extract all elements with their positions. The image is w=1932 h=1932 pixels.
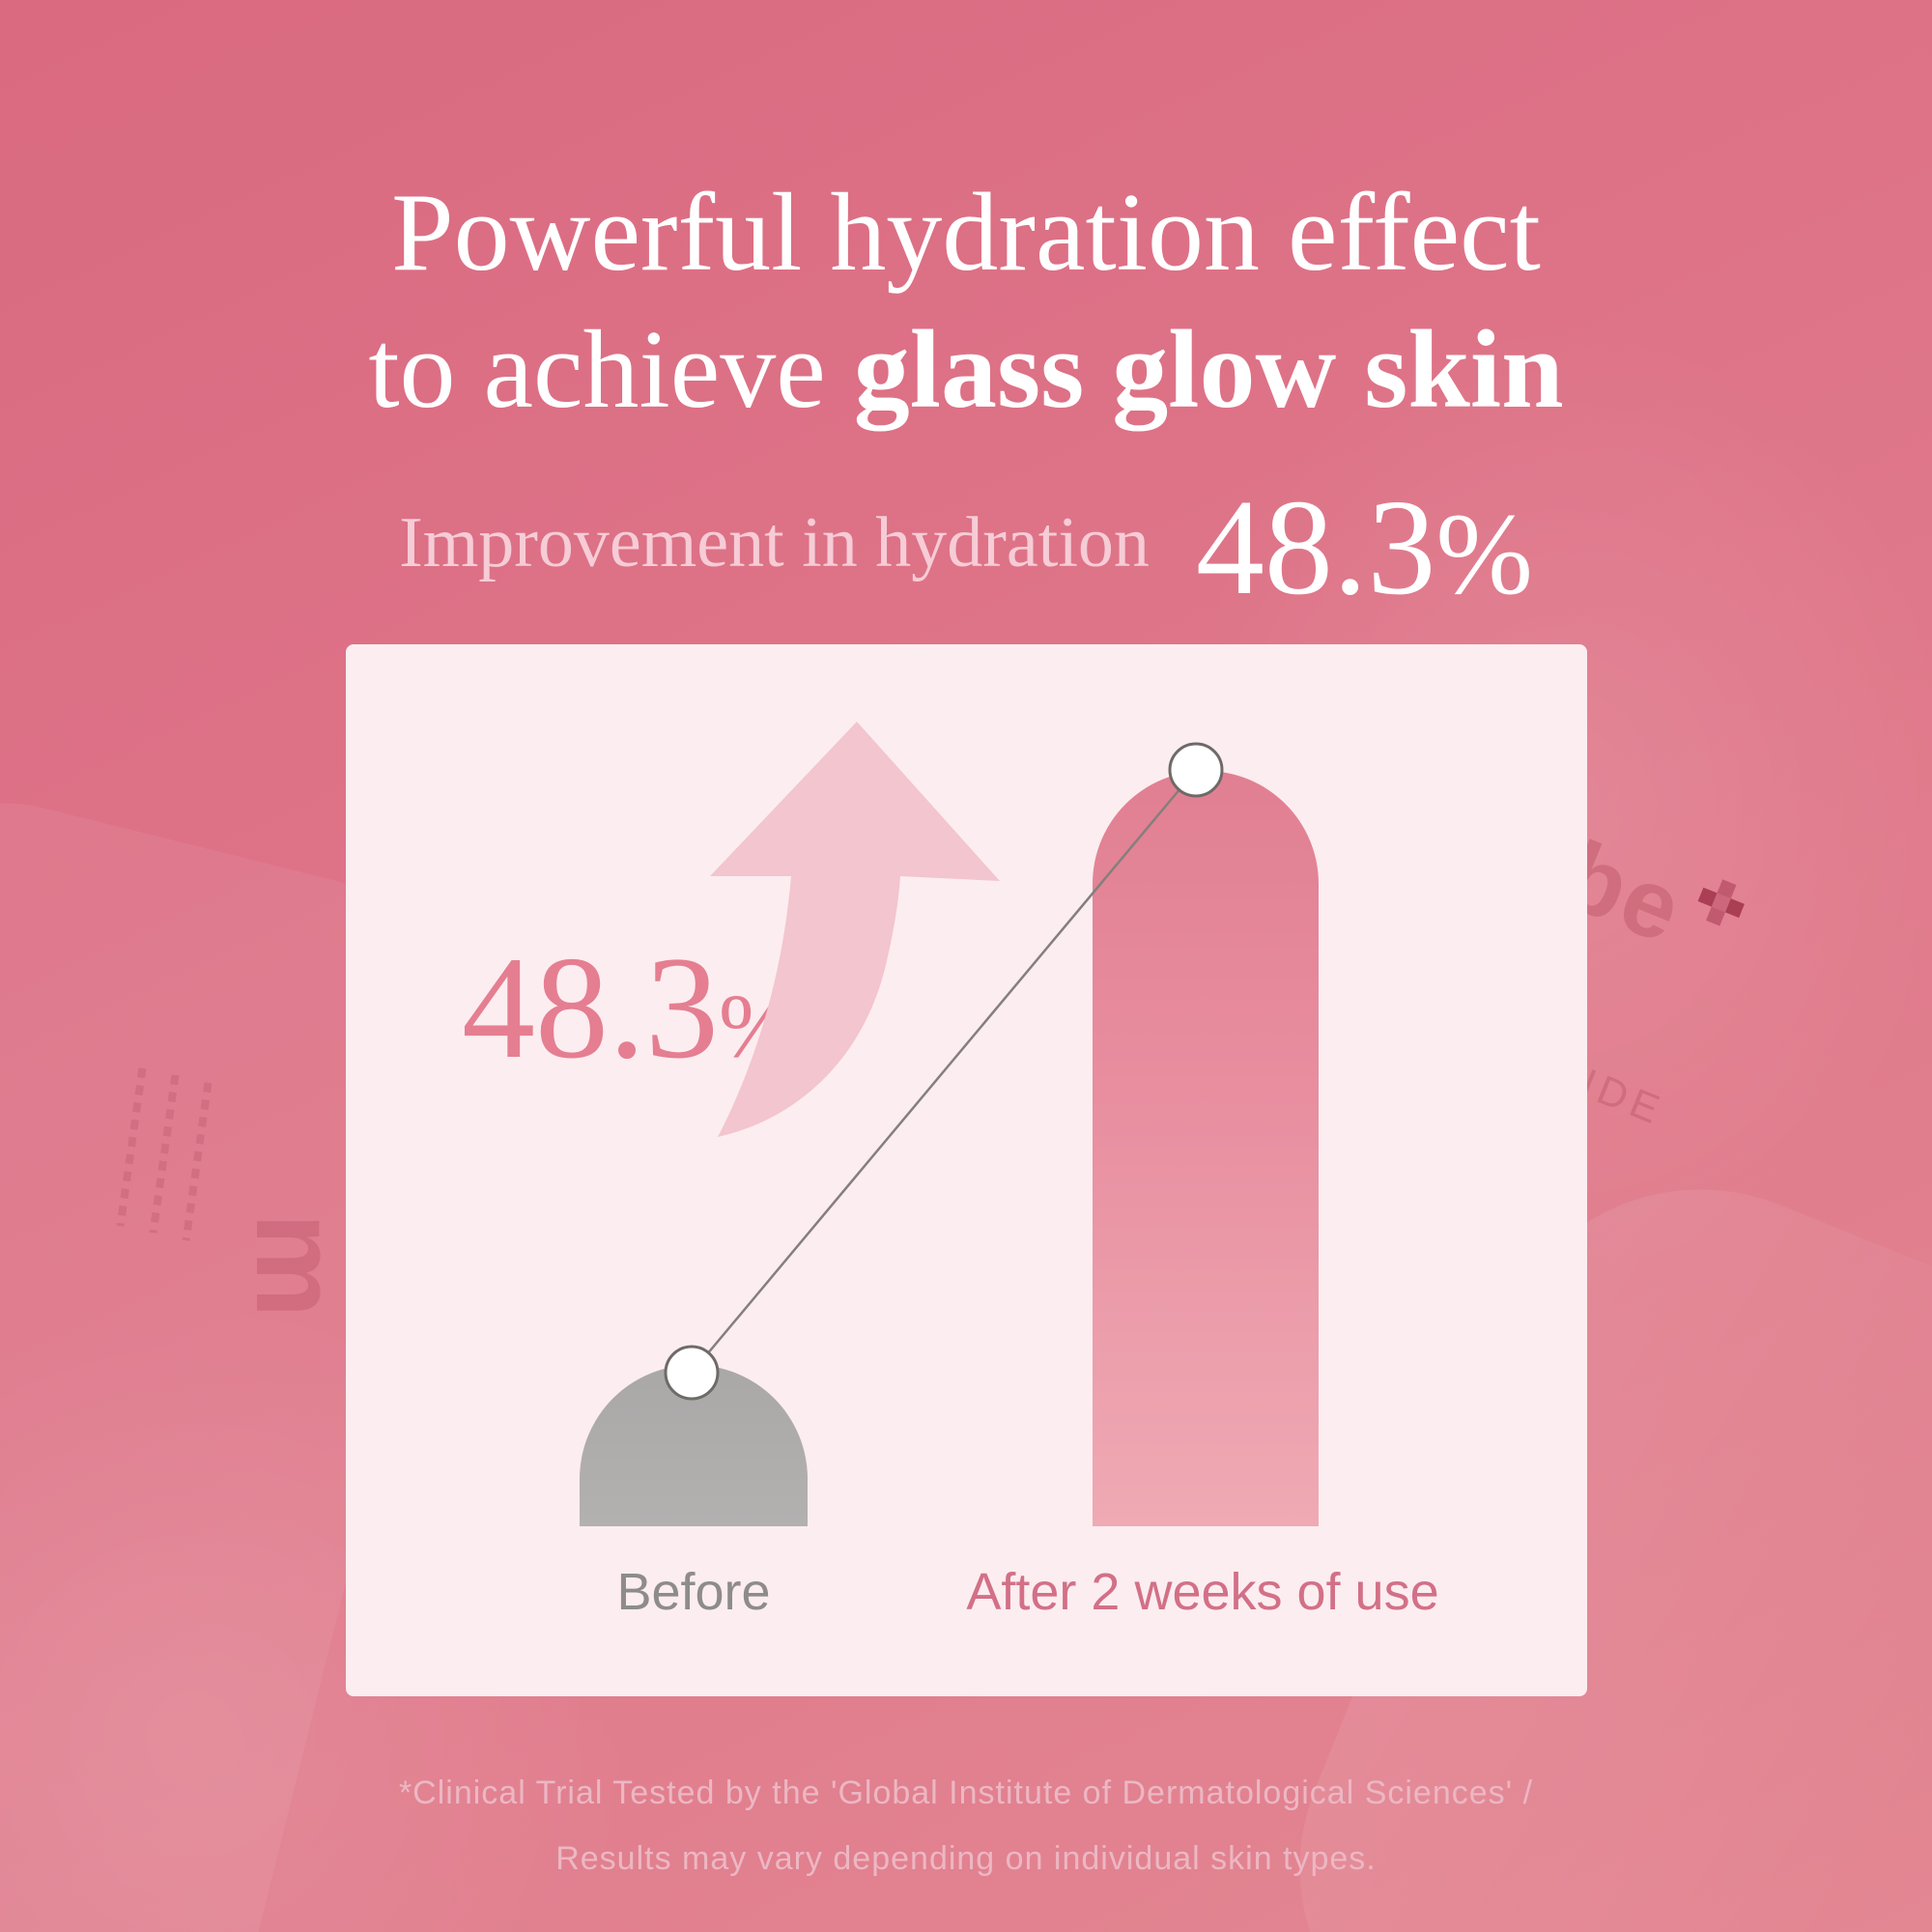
disclaimer: *Clinical Trial Tested by the 'Global In…	[0, 1760, 1932, 1891]
background-microtext-column	[182, 1082, 213, 1241]
subtitle-label: Improvement in hydration	[399, 502, 1150, 582]
trend-overlay	[664, 742, 1224, 1401]
title-line2-prefix: to achieve	[368, 308, 854, 432]
improvement-percent-digits: 48.3	[462, 926, 719, 1089]
disclaimer-line1: *Clinical Trial Tested by the 'Global In…	[398, 1775, 1534, 1811]
brand-plus-icon	[1697, 879, 1745, 926]
background-microtext-column	[116, 1067, 147, 1227]
growth-arrow-icon	[710, 722, 1000, 1137]
data-point-marker-before	[664, 1345, 720, 1401]
category-label-before: Before	[616, 1563, 771, 1621]
subtitle-value-percent-sign: %	[1435, 490, 1533, 619]
title-line1: Powerful hydration effect	[391, 171, 1541, 295]
background-label-watermark: IDE	[1575, 1060, 1671, 1134]
title-line2-emphasis: glass glow skin	[853, 308, 1564, 432]
category-label-after: After 2 weeks of use	[966, 1563, 1439, 1621]
chart-card: 48.3% Before After 2 weeks of use	[346, 644, 1587, 1696]
bar-after	[1093, 771, 1319, 1526]
page-title: Powerful hydration effect to achieve gla…	[0, 164, 1932, 439]
disclaimer-line2: Results may vary depending on individual…	[555, 1840, 1377, 1877]
background-microtext-column	[149, 1074, 180, 1234]
trend-line	[691, 769, 1197, 1374]
data-point-marker-after	[1168, 742, 1224, 798]
subtitle-value: 48.3%	[1196, 468, 1533, 626]
subtitle-value-digits: 48.3	[1195, 470, 1436, 623]
subtitle: Improvement in hydration 48.3%	[0, 462, 1932, 632]
